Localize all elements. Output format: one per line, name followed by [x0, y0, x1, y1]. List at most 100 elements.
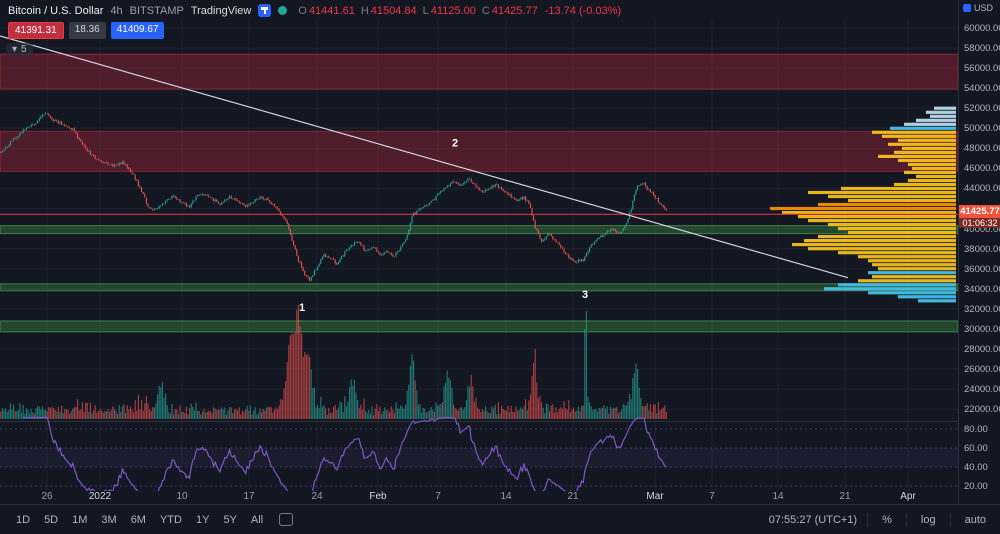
range-selector: 1D 5D 1M 3M 6M YTD 1Y 5Y All: [10, 511, 269, 529]
currency-flag-icon: [963, 4, 971, 12]
price-axis-label: 28000.00: [964, 343, 1000, 355]
legend-count: 5: [21, 44, 27, 55]
market-status-icon: [278, 6, 288, 15]
rsi-line: [23, 417, 667, 491]
indicator-value-badge[interactable]: 18.36: [68, 22, 106, 39]
rsi-axis-label: 60.00: [964, 443, 988, 454]
price-axis-label: 56000.00: [964, 63, 1000, 75]
toolbar-divider: [949, 512, 951, 527]
toolbar-divider: [867, 512, 869, 527]
candle-bodies-up: [1, 113, 658, 281]
interval-selector[interactable]: 4h: [110, 4, 123, 17]
range-button-1D[interactable]: 1D: [16, 513, 31, 526]
range-button-3M[interactable]: 3M: [101, 513, 117, 526]
support-zone[interactable]: [0, 225, 958, 235]
rsi-axis-label: 40.00: [964, 462, 988, 473]
ohlc-low-label: L: [422, 4, 429, 17]
time-axis-label: 7: [435, 491, 441, 502]
price-axis-label: 34000.00: [964, 283, 1000, 295]
time-axis-label: 24: [311, 491, 323, 502]
time-axis-label: Mar: [646, 491, 664, 502]
ohlc-high-value: 41504.84: [370, 4, 417, 17]
volume-bars-up: [1, 311, 658, 419]
range-button-1Y[interactable]: 1Y: [195, 513, 210, 526]
price-axis-label: 52000.00: [964, 103, 1000, 115]
time-axis-label: 10: [176, 491, 188, 502]
ohlc-low-value: 41125.00: [430, 4, 476, 17]
time-axis-label: 7: [709, 491, 715, 502]
exchange-name[interactable]: BITSTAMP: [129, 4, 184, 17]
last-price-countdown: 01:06:32: [959, 218, 1000, 229]
time-axis-label: 26: [41, 491, 53, 502]
volume-bars-down: [0, 305, 667, 419]
ohlc-readout: O 41441.61 H 41504.84 L 41125.00 C 41425…: [294, 5, 621, 17]
time-axis[interactable]: 26 2022 10 17 24 Feb 7 14 21 Mar 7 14 21 Apr: [0, 491, 958, 504]
log-scale-button[interactable]: log: [917, 512, 940, 528]
time-axis-label: 17: [243, 491, 255, 502]
range-button-All[interactable]: All: [250, 513, 264, 526]
volume-profile: [770, 106, 956, 303]
auto-scale-button[interactable]: auto: [961, 512, 990, 528]
resistance-zone[interactable]: [0, 130, 958, 172]
last-price-value: 41425.77: [959, 205, 1000, 219]
clock-readout[interactable]: 07:55:27 (UTC+1): [768, 513, 858, 526]
change-readout: -13.74 (-0.03%): [544, 4, 622, 17]
range-button-1M[interactable]: 1M: [72, 513, 88, 526]
price-axis-label: 50000.00: [964, 123, 1000, 135]
currency-toggle[interactable]: USD: [963, 3, 993, 13]
range-button-YTD[interactable]: YTD: [159, 513, 182, 526]
tradingview-logo-icon[interactable]: [258, 4, 272, 17]
support-zone[interactable]: [0, 320, 958, 333]
ohlc-close-value: 41425.77: [491, 4, 538, 17]
range-button-5D[interactable]: 5D: [44, 513, 59, 526]
rsi-axis-label: 20.00: [964, 481, 988, 492]
tradingview-brand-label[interactable]: TradingView: [190, 4, 252, 17]
price-axis-label: 46000.00: [964, 163, 1000, 175]
rsi-axis-label: 80.00: [964, 424, 988, 435]
time-axis-label: 14: [500, 491, 512, 502]
chevron-down-icon: ▾: [12, 44, 18, 55]
ohlc-open-label: O: [298, 4, 307, 17]
alert-price-badge[interactable]: 41391.31: [8, 22, 64, 39]
currency-label: USD: [974, 3, 994, 13]
toolbar-divider: [905, 512, 907, 527]
last-price-badge: 41425.77 01:06:32: [959, 205, 1000, 229]
ohlc-high-label: H: [360, 4, 369, 17]
time-axis-label: 2022: [88, 491, 112, 502]
support-zone[interactable]: [0, 283, 958, 292]
legend-collapse-toggle[interactable]: ▾ 5: [6, 43, 33, 56]
time-axis-label: 21: [567, 491, 579, 502]
grid-lines: [0, 20, 958, 491]
price-axis-label: 44000.00: [964, 183, 1000, 195]
symbol-name[interactable]: Bitcoin / U.S. Dollar: [8, 4, 104, 17]
ohlc-close-label: C: [481, 4, 490, 17]
percent-scale-button[interactable]: %: [878, 512, 896, 528]
range-button-5Y[interactable]: 5Y: [223, 513, 237, 526]
wave-label-3[interactable]: 3: [582, 289, 588, 301]
price-axis-label: 60000.00: [964, 23, 1000, 34]
price-axis[interactable]: USD 41425.77 01:06:32 60000.00 58000.00 56…: [958, 0, 1000, 504]
wave-label-2[interactable]: 2: [452, 137, 458, 149]
ohlc-open-value: 41441.61: [308, 4, 355, 17]
toolbar-right-group: 07:55:27 (UTC+1) % log auto: [769, 512, 990, 528]
trendline[interactable]: [0, 35, 849, 279]
price-axis-label: 22000.00: [964, 404, 1000, 416]
range-button-6M[interactable]: 6M: [130, 513, 146, 526]
resistance-zone[interactable]: [0, 53, 958, 90]
chart-canvas[interactable]: 1 2 3: [0, 0, 958, 491]
go-to-date-icon[interactable]: [279, 513, 294, 526]
price-axis-label: 30000.00: [964, 323, 1000, 335]
time-axis-label: Apr: [900, 491, 916, 502]
level-price-badge[interactable]: 41409.67: [110, 22, 165, 39]
time-axis-label: 14: [772, 491, 784, 502]
bottom-toolbar: 1D 5D 1M 3M 6M YTD 1Y 5Y All 07:55:27 (UTC+1) % …: [0, 504, 1000, 534]
wave-label-1[interactable]: 1: [299, 302, 305, 314]
time-axis-label: 21: [839, 491, 851, 502]
price-axis-label: 38000.00: [964, 243, 1000, 255]
price-axis-label: 24000.00: [964, 384, 1000, 396]
price-axis-label: 32000.00: [964, 303, 1000, 315]
symbol-header: Bitcoin / U.S. Dollar 4h BITSTAMP Tradin…: [8, 4, 621, 17]
price-axis-label: 48000.00: [964, 143, 1000, 155]
time-axis-label: Feb: [369, 491, 387, 502]
